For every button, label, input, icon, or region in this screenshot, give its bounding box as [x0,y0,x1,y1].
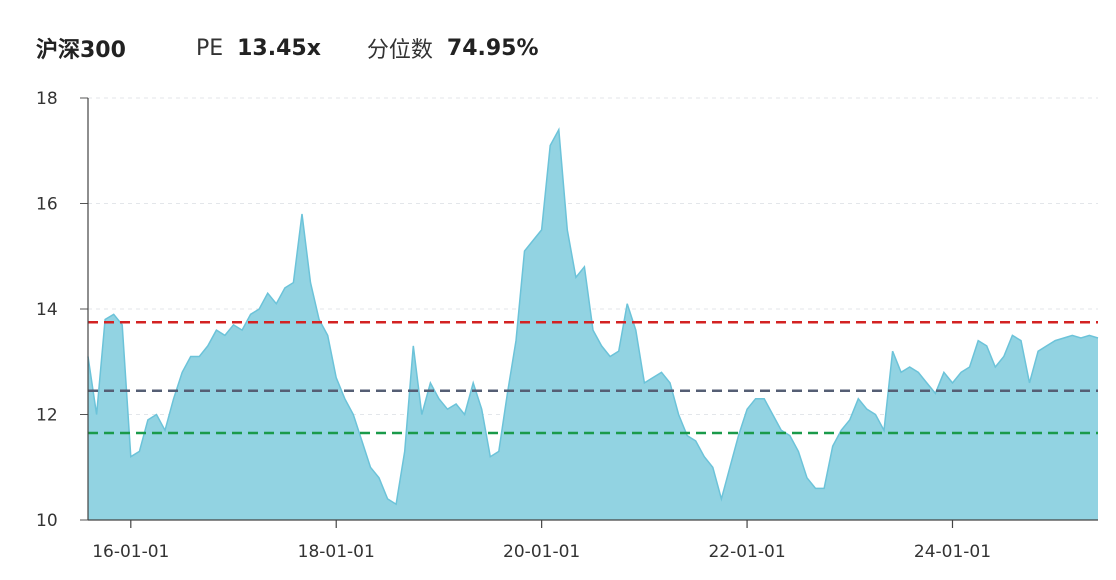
pe-label: PE [195,35,224,61]
x-tick-label-22-01-01: 22-01-01 [708,542,785,562]
y-tick-label-18: 18 [36,89,58,109]
y-tick-label-12: 12 [36,406,58,426]
x-tick-label-24-01-01: 24-01-01 [914,542,991,562]
x-tick-label-20-01-01: 20-01-01 [503,542,580,562]
y-tick-label-10: 10 [36,511,58,531]
y-tick-label-14: 14 [36,300,58,320]
y-tick-label-16: 16 [36,195,58,215]
percentile-value: 74.95% [446,35,539,61]
x-tick-label-18-01-01: 18-01-01 [298,542,375,562]
percentile-label: 分位数 [366,38,433,63]
axes: 10 12 14 16 18 16-01-01 18-01-01 20-01-01 22-01-… [36,89,1098,562]
chart-header: 沪深300 PE 13.45x 分位数 74.95% [36,30,539,66]
x-tick-label-16-01-01: 16-01-01 [92,542,169,562]
index-name: 沪深300 [36,38,126,63]
pe-value: 13.45x [237,35,321,61]
pe-line [87,127,1099,506]
reference-lines [88,320,1098,435]
pe-area-fill [88,129,1098,520]
